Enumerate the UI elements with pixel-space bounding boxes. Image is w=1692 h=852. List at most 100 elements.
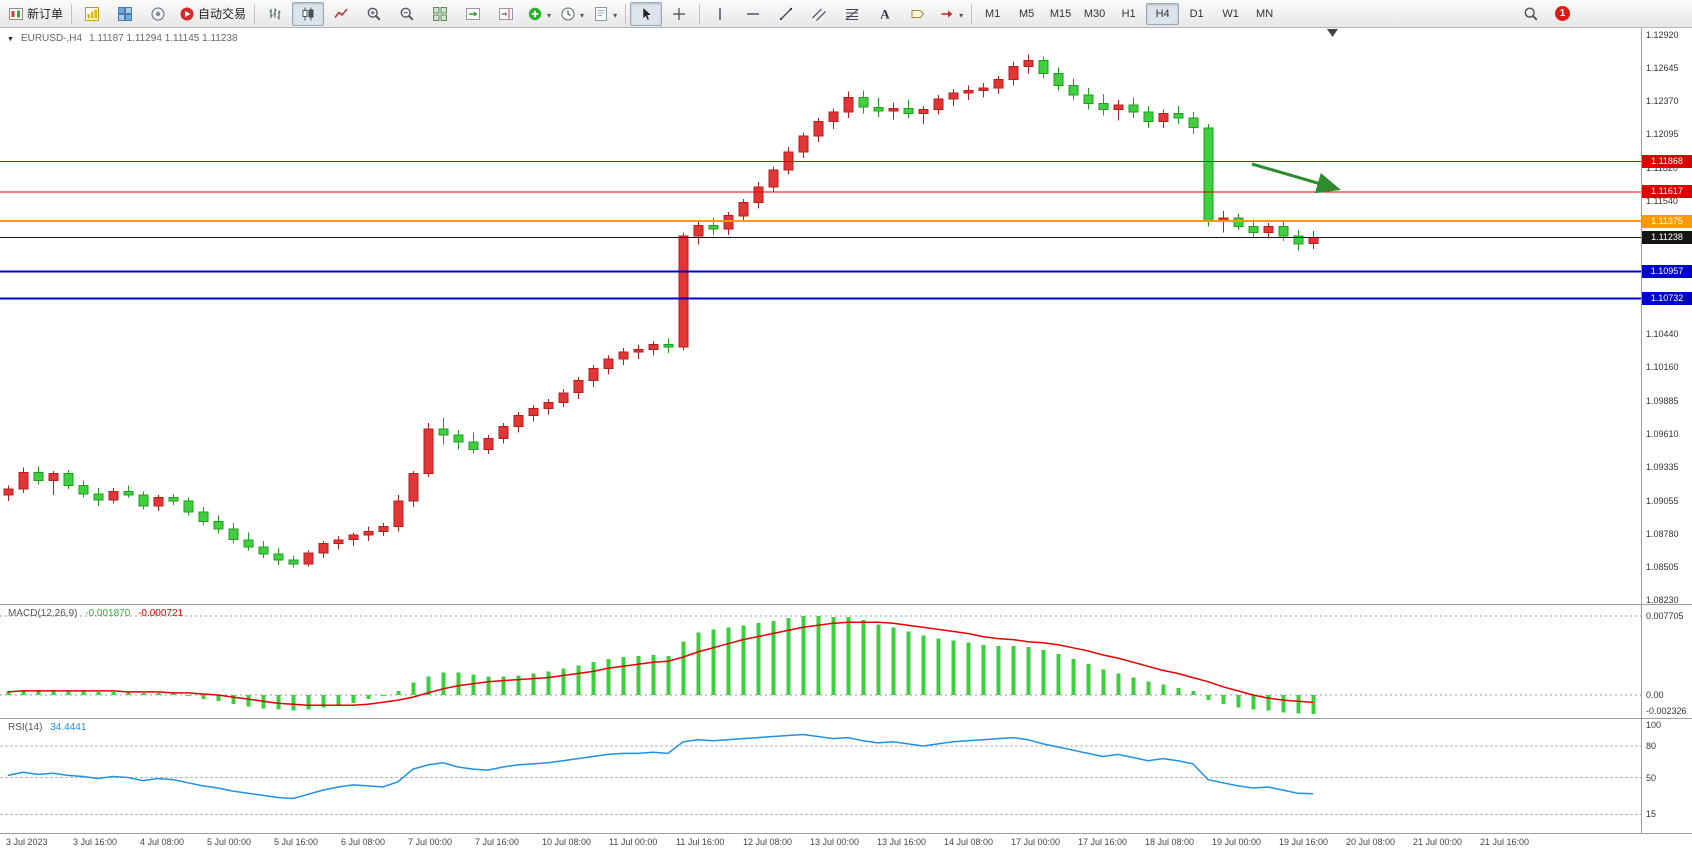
time-axis-label: 20 Jul 08:00 [1346,837,1396,847]
price-level-badge: 1.10732 [1642,292,1692,306]
hline-icon [745,6,761,22]
time-axis-label: 14 Jul 08:00 [944,837,994,847]
time-axis-label: 13 Jul 16:00 [877,837,927,847]
price-axis-tick: 1.08780 [1646,528,1679,539]
new-chart-button[interactable] [76,2,108,26]
label-button[interactable] [902,2,934,26]
crosshair-button[interactable] [663,2,695,26]
periods-button[interactable] [556,2,588,26]
timeframe-h1-button[interactable]: H1 [1121,7,1136,20]
tile-windows-button[interactable] [424,2,456,26]
data-window-button[interactable] [142,2,174,26]
vertical-line-button[interactable] [704,2,736,26]
cursor-icon [638,6,654,22]
bar-chart-button[interactable] [259,2,291,26]
time-axis-label: 21 Jul 00:00 [1413,837,1463,847]
candles-icon [300,6,316,22]
linechart-icon [333,6,349,22]
timeframe-m5-button[interactable]: M5 [1018,7,1035,20]
datawindow-icon [150,6,166,22]
timeframe-w1-button[interactable]: W1 [1222,7,1239,20]
price-axis-tick: 1.09610 [1646,428,1679,439]
trendline-button[interactable] [770,2,802,26]
price-axis-tick: 1.08505 [1646,561,1679,572]
timeframe-h4-button[interactable]: H4 [1146,2,1180,25]
price-axis-tick: 1.12645 [1646,63,1679,74]
rsi-axis-tick: 80 [1646,741,1657,751]
equidistant-channel-button[interactable] [803,2,835,26]
chart-shift-marker[interactable] [1327,29,1338,37]
time-axis-label: 17 Jul 00:00 [1011,837,1061,847]
zoomout-icon [399,6,415,22]
time-axis-label: 18 Jul 08:00 [1145,837,1195,847]
candlestick-series [3,54,1319,568]
zoom-in-button[interactable] [358,2,390,26]
timeframe-m30-button[interactable]: M30 [1083,7,1106,20]
toolbar: 新订单 自动交易 A M1 M5 M15 M30 H1 H4 D1 W1 MN 1 [0,0,1692,28]
horizontal-line-button[interactable] [737,2,769,26]
autotrading-button[interactable]: 自动交易 [175,2,250,26]
price-axis-tick: 1.12095 [1646,129,1679,140]
profiles-button[interactable] [109,2,141,26]
toolbar-separator [971,3,973,24]
text-button[interactable]: A [869,2,901,26]
toolbar-separator [254,3,256,24]
timeframe-m1-button[interactable]: M1 [984,7,1001,20]
dropdown-chevron-icon [612,7,617,21]
price-level-badge: 1.10957 [1642,264,1692,278]
macd-name: MACD(12,26,9) [8,608,78,619]
rsi-value: 34.4441 [50,722,87,733]
neworder-icon [8,6,24,22]
timeframe-d1-button[interactable]: D1 [1189,7,1204,20]
time-axis-label: 17 Jul 16:00 [1078,837,1128,847]
arrows-button[interactable] [935,2,967,26]
svg-text:A: A [880,6,890,21]
ohlc-values: 1.11187 1.11294 1.11145 1.11238 [89,33,238,44]
new-order-button[interactable]: 新订单 [4,2,67,26]
dropdown-chevron-icon [546,7,551,21]
time-axis-label: 7 Jul 00:00 [408,837,453,847]
rsi-axis-tick: 100 [1646,720,1662,730]
chart-shift-button[interactable] [490,2,522,26]
time-axis-label: 5 Jul 16:00 [274,837,319,847]
price-axis-tick: 1.12370 [1646,96,1679,107]
macd-signal-line [7,621,1314,707]
autotrading-button-label: 自动交易 [198,7,247,21]
time-axis-label: 3 Jul 16:00 [73,837,118,847]
one-click-trading-arrow[interactable] [7,33,14,44]
time-axis-label: 7 Jul 16:00 [475,837,520,847]
cursor-button[interactable] [630,1,663,26]
templates-button[interactable] [589,2,621,26]
time-axis-label: 19 Jul 16:00 [1279,837,1329,847]
timeframe-mn-button[interactable]: MN [1256,7,1274,20]
fibonacci-button[interactable] [836,2,868,26]
arrows-icon [939,6,955,22]
line-chart-button[interactable] [325,2,357,26]
search-button[interactable] [1515,2,1547,26]
time-axis-label: 5 Jul 00:00 [207,837,252,847]
candlestick-chart-button[interactable] [292,1,325,26]
time-axis-label: 6 Jul 08:00 [341,837,386,847]
notifications-badge[interactable]: 1 [1555,6,1570,21]
zoom-out-button[interactable] [391,2,423,26]
trendline-icon [778,6,794,22]
dropdown-chevron-icon [958,7,963,21]
arrow-object[interactable] [1251,162,1341,194]
price-axis-tick: 1.10160 [1646,362,1679,373]
macd-main-value: -0.001870 [85,608,131,619]
indicators-button[interactable] [523,2,555,26]
time-axis-label: 21 Jul 16:00 [1480,837,1530,847]
price-axis-tick: 1.08230 [1646,594,1679,605]
price-level-badge: 1.11868 [1642,155,1692,169]
timeframe-m15-button[interactable]: M15 [1049,7,1072,20]
tile-icon [432,6,448,22]
macd-axis-tick: 0.00 [1646,690,1664,700]
search-icon [1523,6,1539,22]
auto-scroll-button[interactable] [457,2,489,26]
macd-signal-value: -0.000721 [138,608,184,619]
templates-icon [593,6,609,22]
time-axis-label: 10 Jul 08:00 [542,837,592,847]
rsi-line [7,733,1314,800]
